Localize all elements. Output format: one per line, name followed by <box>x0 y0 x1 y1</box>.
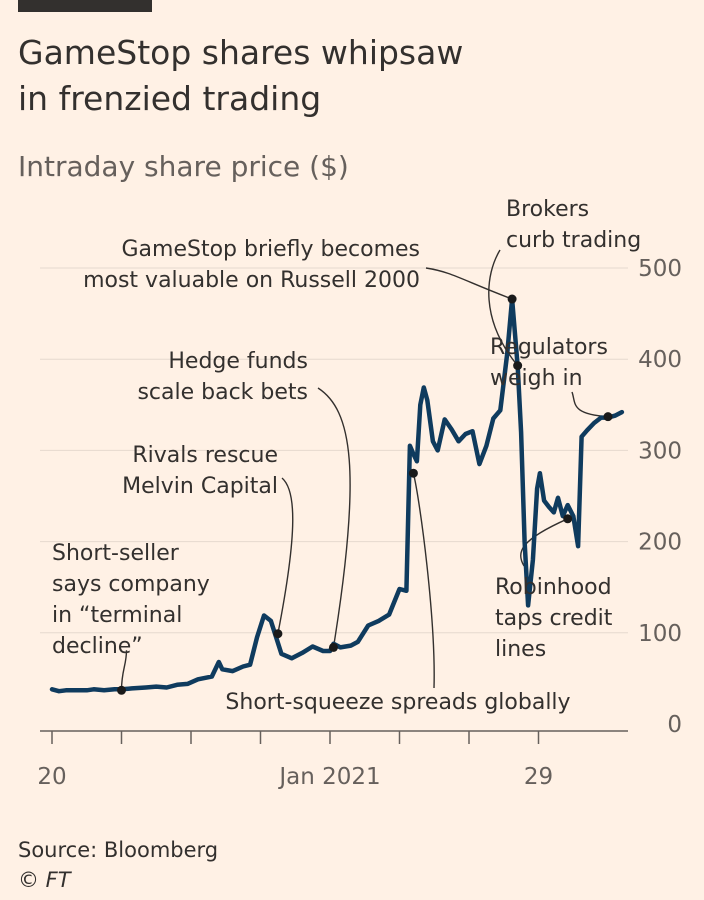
y-tick-label-400: 400 <box>638 347 682 373</box>
annotation-marker-2 <box>273 629 283 639</box>
gridlines <box>40 267 628 634</box>
x-axis: 20 Jan 2021 29 <box>37 730 628 790</box>
y-tick-label-200: 200 <box>638 530 682 556</box>
annotation-label-1-line-2: says company <box>52 572 210 597</box>
y-tick-label-100: 100 <box>638 621 682 647</box>
y-tick-label-0: 0 <box>667 712 682 738</box>
annotation-labels: Short-seller says company in “terminal decl… <box>52 197 641 715</box>
annotation-marker-1 <box>117 685 126 695</box>
annotation-label-7-line-1: Regulators <box>490 335 608 360</box>
y-axis-ticks: 0 100 200 300 400 500 <box>638 256 682 738</box>
series-group <box>49 296 625 694</box>
annotation-label-5-line-1: GameStop briefly becomes <box>121 237 420 262</box>
annotation-label-6-line-1: Brokers <box>506 197 589 222</box>
annotation-markers <box>117 294 613 695</box>
annotation-label-3-line-1: Hedge funds <box>168 349 308 374</box>
annotation-leader-7 <box>571 391 609 418</box>
annotation-label-1-line-4: decline” <box>52 634 143 659</box>
annotation-leader-4 <box>412 473 435 689</box>
annotation-label-1-line-3: in “terminal <box>52 603 182 628</box>
annotation-leader-1 <box>120 650 128 691</box>
annotation-label-3-line-2: scale back bets <box>137 380 308 405</box>
x-tick-label-0: 20 <box>37 764 66 790</box>
annotation-label-8-line-3: lines <box>495 637 546 662</box>
x-tick-label-7: 29 <box>524 764 553 790</box>
chart-title: GameStop shares whipsaw in frenzied trad… <box>18 30 678 122</box>
copyright-note: © FT <box>18 868 71 892</box>
annotation-label-8-line-1: Robinhood <box>495 575 612 600</box>
annotation-label-1-line-1: Short-seller <box>52 541 180 566</box>
y-tick-label-500: 500 <box>638 256 682 282</box>
annotation-leader-2 <box>277 477 294 634</box>
annotation-leader-3 <box>317 387 351 648</box>
annotation-label-2-line-2: Melvin Capital <box>122 474 278 499</box>
y-tick-label-300: 300 <box>638 438 682 464</box>
annotation-label-2-line-1: Rivals rescue <box>132 443 278 468</box>
annotation-label-6-line-2: curb trading <box>506 228 641 253</box>
annotation-marker-8 <box>563 514 573 524</box>
annotation-marker-3 <box>328 642 338 652</box>
annotation-marker-7 <box>603 412 613 422</box>
annotation-marker-4 <box>408 468 418 478</box>
annotation-label-4-line-1: Short-squeeze spreads globally <box>225 690 570 715</box>
annotation-marker-6 <box>513 361 523 371</box>
annotation-label-7-line-2: weigh in <box>490 366 583 391</box>
x-tick-label-4: Jan 2021 <box>277 764 380 790</box>
chart-title-line2: in frenzied trading <box>18 79 322 118</box>
chart-title-line1: GameStop shares whipsaw <box>18 33 464 72</box>
annotation-marker-5 <box>507 294 517 304</box>
series-line-0 <box>49 296 625 694</box>
annotation-label-8-line-2: taps credit <box>495 606 613 631</box>
annotation-leader-5 <box>425 267 513 300</box>
chart-subtitle: Intraday share price ($) <box>18 150 349 183</box>
ft-top-rule <box>18 0 152 12</box>
source-note: Source: Bloomberg <box>18 838 219 862</box>
annotation-label-5-line-2: most valuable on Russell 2000 <box>83 268 420 293</box>
